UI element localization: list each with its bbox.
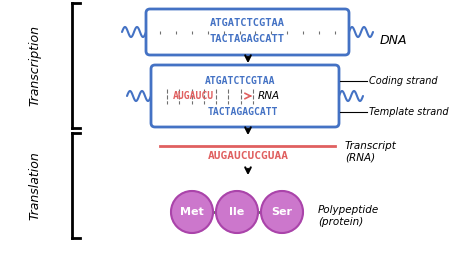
Text: Translation: Translation [28, 152, 42, 220]
Circle shape [216, 191, 258, 233]
Text: TACTAGAGCATT: TACTAGAGCATT [210, 34, 285, 44]
FancyBboxPatch shape [151, 65, 339, 127]
Circle shape [261, 191, 303, 233]
Text: ATGATCTCGTAA: ATGATCTCGTAA [210, 18, 285, 28]
Text: Transcript
(RNA): Transcript (RNA) [345, 141, 397, 163]
Text: Ser: Ser [272, 207, 292, 217]
Text: Template strand: Template strand [369, 107, 448, 117]
Text: Met: Met [180, 207, 204, 217]
Text: AUGAUCU: AUGAUCU [173, 91, 214, 101]
Text: Transcription: Transcription [28, 26, 42, 106]
Text: AUGAUCUCGUAA: AUGAUCUCGUAA [208, 151, 289, 161]
Text: DNA: DNA [380, 34, 408, 47]
Text: RNA: RNA [258, 91, 280, 101]
Text: TACTAGAGCATT: TACTAGAGCATT [208, 107, 278, 117]
FancyBboxPatch shape [146, 9, 349, 55]
Text: Polypeptide
(protein): Polypeptide (protein) [318, 205, 379, 227]
Text: ATGATCTCGTAA: ATGATCTCGTAA [205, 76, 275, 86]
Circle shape [171, 191, 213, 233]
Text: Coding strand: Coding strand [369, 76, 438, 86]
Text: Ile: Ile [229, 207, 245, 217]
